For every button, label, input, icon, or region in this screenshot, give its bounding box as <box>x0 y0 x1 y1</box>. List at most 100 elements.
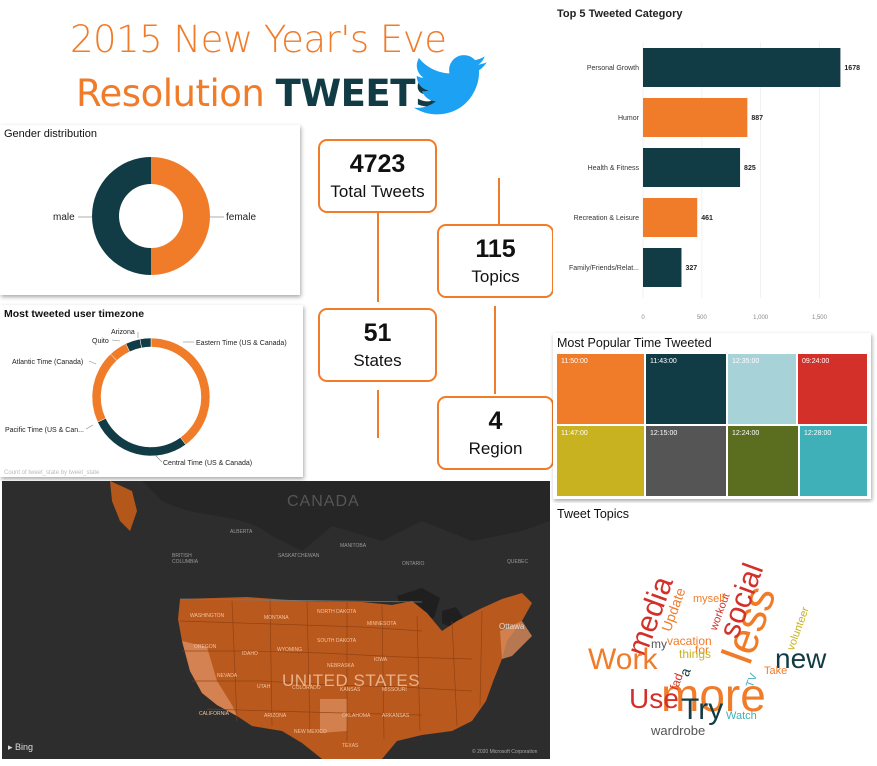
timezone-panel: Most tweeted user timezone Eastern Time … <box>0 305 303 477</box>
map-label-texas: TEXAS <box>342 743 359 749</box>
kpi-label: States <box>353 351 402 370</box>
map-label-ottawa: Ottawa <box>499 622 525 631</box>
treemap-tile[interactable]: 12:24:00 <box>727 425 799 497</box>
word-cloud-word[interactable]: Try <box>681 693 724 726</box>
map-label-california: CALIFORNIA <box>199 711 230 717</box>
map-label-ontario: ONTARIO <box>402 561 425 567</box>
bar-tick-label: 500 <box>697 315 708 321</box>
bar-value-label: 1678 <box>844 65 860 72</box>
kpi-total-tweets: 4723 Total Tweets <box>318 139 437 213</box>
map-label-iowa: IOWA <box>374 657 388 663</box>
bar-category-label: Humor <box>618 115 640 122</box>
map-label-oklahoma: OKLAHOMA <box>342 713 371 719</box>
map-label-new-mexico: NEW MEXICO <box>294 729 327 735</box>
kpi-region: 4 Region <box>437 396 554 470</box>
bar-value-label: 887 <box>751 115 763 122</box>
map-label-manitoba: MANITOBA <box>340 543 367 549</box>
word-cloud-word[interactable]: vacation <box>667 634 712 648</box>
treemap-tile[interactable]: 09:24:00 <box>797 353 868 425</box>
bar <box>643 98 748 137</box>
map-label-arizona: ARIZONA <box>264 713 287 719</box>
timezone-label: Pacific Time (US & Can... <box>5 427 84 434</box>
gender-title: Gender distribution <box>4 128 97 140</box>
twitter-bird-icon <box>414 55 487 115</box>
top-category-title: Top 5 Tweeted Category <box>557 8 683 20</box>
kpi-value: 51 <box>363 319 392 347</box>
top-category-panel: Top 5 Tweeted Category 0 500 1,000 1,500 Per… <box>553 2 875 328</box>
map-label-oregon: OREGON <box>194 644 217 650</box>
map-label-kansas: KANSAS <box>340 687 361 693</box>
bar-category-label: Health & Fitness <box>588 165 640 172</box>
gender-slice-female <box>151 157 210 275</box>
word-cloud-word[interactable]: myself <box>693 593 725 605</box>
bar-value-label: 461 <box>701 215 713 222</box>
timezone-donut-chart: Eastern Time (US & Canada) Central Time (… <box>5 329 287 467</box>
time-title: Most Popular Time Tweeted <box>557 336 712 350</box>
gender-slice-male <box>92 157 151 275</box>
treemap-tile[interactable]: 11:47:00 <box>556 425 645 497</box>
gender-label-female: female <box>226 212 256 223</box>
map-label-alberta: ALBERTA <box>230 529 253 535</box>
map-copyright: © 2020 Microsoft Corporation <box>472 749 538 755</box>
title-emphasis: TWEETS <box>275 72 442 115</box>
time-panel: Most Popular Time Tweeted 11:50:00 11:43:… <box>553 333 871 499</box>
bar-value-label: 825 <box>744 165 756 172</box>
word-cloud-word[interactable]: Take <box>764 665 788 677</box>
word-cloud-word[interactable]: new <box>775 643 827 674</box>
bar-tick-label: 0 <box>641 315 645 321</box>
kpi-value: 115 <box>475 235 516 263</box>
bar-tick-label: 1,500 <box>812 315 828 321</box>
bar-category-label: Family/Friends/Relat... <box>569 265 639 272</box>
map-label-north-dakota: NORTH DAKOTA <box>317 609 357 615</box>
gender-panel: Gender distribution male female <box>0 125 300 295</box>
word-cloud-word[interactable]: things <box>679 647 712 661</box>
treemap-tile[interactable]: 12:35:00 <box>727 353 797 425</box>
word-cloud-word[interactable]: Use <box>629 683 679 714</box>
bar <box>643 198 698 237</box>
dashboard-title-line1: 2015 New Year's Eve <box>70 18 447 61</box>
map-label-nebraska: NEBRASKA <box>327 663 355 669</box>
bar-category-label: Recreation & Leisure <box>574 215 639 222</box>
map-label-colorado: COLORADO <box>292 685 321 691</box>
bar <box>643 48 841 87</box>
timezone-slice <box>97 417 187 457</box>
map-label-utah: UTAH <box>257 684 271 690</box>
bar-tick-label: 1,000 <box>753 315 769 321</box>
word-cloud-word[interactable]: my <box>651 637 667 651</box>
map-label-saskatchewan: SASKATCHEWAN <box>278 553 320 559</box>
treemap-tile[interactable]: 12:15:00 <box>645 425 727 497</box>
gender-label-male: male <box>53 212 75 223</box>
map-label-south-dakota: SOUTH DAKOTA <box>317 638 357 644</box>
map-label-minnesota: MINNESOTA <box>367 621 397 627</box>
top-category-bar-chart: 0 500 1,000 1,500 Personal Growth 1678 Humor 88… <box>569 42 860 321</box>
map-label-wyoming: WYOMING <box>277 647 302 653</box>
word-cloud-word[interactable]: Watch <box>726 710 757 722</box>
treemap-tile[interactable]: 12:28:00 <box>799 425 868 497</box>
bar-category-label: Personal Growth <box>587 65 639 72</box>
map-label-quebec: QUEBEC <box>507 559 529 565</box>
word-cloud-word[interactable]: for <box>695 643 710 657</box>
timezone-label: Quito <box>92 338 109 345</box>
connector-line <box>494 306 496 394</box>
bar <box>643 248 682 287</box>
map-label-montana: MONTANA <box>264 615 289 621</box>
connector-line <box>377 390 379 438</box>
map-label-nevada: NEVADA <box>217 673 238 679</box>
word-cloud-word[interactable]: wardrobe <box>651 723 706 738</box>
timezone-label: Eastern Time (US & Canada) <box>196 340 287 347</box>
kpi-label: Total Tweets <box>330 182 425 201</box>
kpi-value: 4 <box>488 407 503 435</box>
gender-donut-chart: male female <box>53 157 256 275</box>
kpi-label: Region <box>468 439 523 458</box>
timezone-footer: Count of tweet_state by tweet_state <box>4 470 100 476</box>
word-cloud-word[interactable]: more <box>661 669 766 721</box>
timezone-label: Central Time (US & Canada) <box>163 460 252 467</box>
word-cloud-word[interactable]: Work <box>588 643 658 676</box>
kpi-value: 4723 <box>349 150 406 178</box>
bar <box>643 148 741 187</box>
map-panel[interactable]: CANADA UNITED STATES Ottawa BRITISH COLU… <box>2 481 550 759</box>
treemap-tile[interactable]: 11:50:00 <box>556 353 645 425</box>
map-canvas[interactable] <box>2 481 550 759</box>
treemap-tile[interactable]: 11:43:00 <box>645 353 727 425</box>
map-label-idaho: IDAHO <box>242 651 258 657</box>
